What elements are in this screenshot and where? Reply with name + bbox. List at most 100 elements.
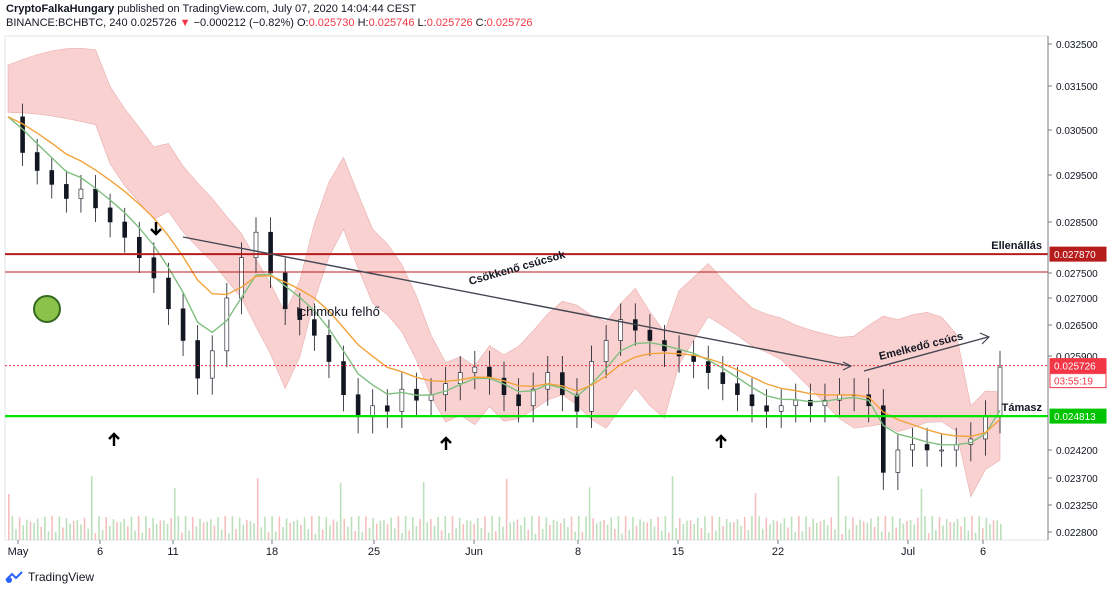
volume-bar (595, 523, 598, 540)
publish-info: CryptoFalkaHungary published on TradingV… (6, 3, 416, 15)
candle-body (735, 383, 740, 396)
volume-bar (484, 516, 486, 540)
volume-bar (725, 518, 728, 540)
volume-bar (249, 521, 252, 540)
volume-bar (585, 516, 587, 540)
chart-grid (4, 35, 1049, 541)
volume-bar (855, 525, 858, 540)
volume-bar (711, 516, 714, 540)
candle-body (239, 257, 244, 299)
candle-body (778, 405, 784, 412)
x-tick-label: 6 (980, 546, 986, 558)
volume-bar (898, 518, 901, 540)
volume-bar (859, 519, 861, 540)
volume-bar (747, 530, 750, 540)
volume-bar (826, 525, 829, 540)
volume-bar (935, 530, 937, 540)
volume-bar (895, 527, 897, 540)
volume-bar (242, 524, 245, 540)
volume-bar (559, 523, 562, 540)
volume-bar (588, 487, 591, 540)
candle-body (64, 184, 69, 199)
volume-bar (794, 532, 796, 540)
volume-bar (65, 518, 68, 540)
x-tick-label: 11 (167, 546, 178, 558)
volume-bar (567, 527, 569, 540)
descending-trend-line (182, 236, 851, 367)
volume-bar (873, 526, 876, 540)
volume-bar (155, 524, 158, 540)
volume-bar (343, 518, 346, 540)
candle-body (136, 237, 142, 259)
y-tick-label: 0.023250 (1056, 501, 1098, 512)
tradingview-footer[interactable]: TradingView (4, 570, 94, 584)
candle-body (822, 399, 828, 407)
brand-name: TradingView (28, 570, 95, 584)
volume-bar (989, 524, 991, 540)
volume-bar (614, 528, 616, 540)
symbol-name[interactable]: BINANCE:BCHBTC, 240 (6, 17, 128, 29)
candle-body (647, 329, 653, 341)
volume-bar (931, 516, 934, 540)
candle-body (880, 405, 886, 473)
volume-bar (15, 529, 17, 540)
volume-bar (213, 525, 216, 540)
volume-bar (686, 520, 688, 540)
volume-bar (736, 519, 739, 540)
volume-bar (917, 517, 919, 540)
candle-body (501, 377, 507, 396)
open-label: O: (297, 17, 309, 29)
volume-bar (202, 522, 205, 540)
volume-bar (776, 520, 778, 540)
close-label: C: (475, 17, 487, 29)
price-label-text: 0.025726 (1054, 362, 1096, 373)
volume-bar (393, 528, 396, 540)
volume-bar (487, 532, 490, 540)
candle-body (166, 277, 171, 310)
y-tick-label: 0.031500 (1056, 82, 1098, 93)
volume-bar (743, 517, 746, 540)
volume-bar (733, 521, 735, 540)
up-arrow-icon (440, 436, 452, 450)
candle-body (472, 366, 478, 373)
volume-bar (256, 478, 259, 540)
volume-bar (606, 524, 609, 540)
candle-body (457, 372, 463, 384)
candle-body (793, 399, 799, 407)
volume-bar (985, 517, 988, 540)
candle-body (93, 188, 98, 209)
volume-bar (181, 532, 183, 540)
volume-bar (412, 516, 414, 540)
candle-body (808, 399, 813, 407)
volume-bar (949, 521, 952, 540)
volume-bar (430, 519, 432, 540)
author-name[interactable]: CryptoFalkaHungary (6, 3, 115, 15)
volume-bar (383, 520, 385, 540)
volume-bar (494, 531, 497, 540)
y-tick-label: 0.026500 (1056, 321, 1098, 332)
volume-bar (278, 516, 281, 540)
volume-bar (473, 523, 475, 540)
volume-bar (888, 532, 890, 540)
candle-body (705, 361, 711, 373)
candle-body (443, 383, 448, 396)
volume-bar (758, 516, 760, 540)
volume-bar (751, 516, 753, 540)
volume-bar (94, 533, 97, 540)
volume-bar (689, 520, 692, 540)
y-tick-label: 0.022800 (1056, 528, 1098, 539)
volume-bar (866, 522, 869, 540)
volume-bar (837, 476, 840, 540)
volume-bar (877, 516, 879, 540)
volume-bar (552, 519, 555, 540)
volume-bar (188, 530, 190, 540)
volume-bar (101, 530, 104, 540)
volume-bar (422, 482, 425, 540)
volume-bar (563, 518, 566, 540)
tradingview-logo-icon (5, 571, 23, 583)
volume-bar (137, 516, 140, 540)
volume-bar (603, 519, 605, 540)
volume-bar (801, 531, 804, 540)
volume-bar (321, 529, 324, 540)
